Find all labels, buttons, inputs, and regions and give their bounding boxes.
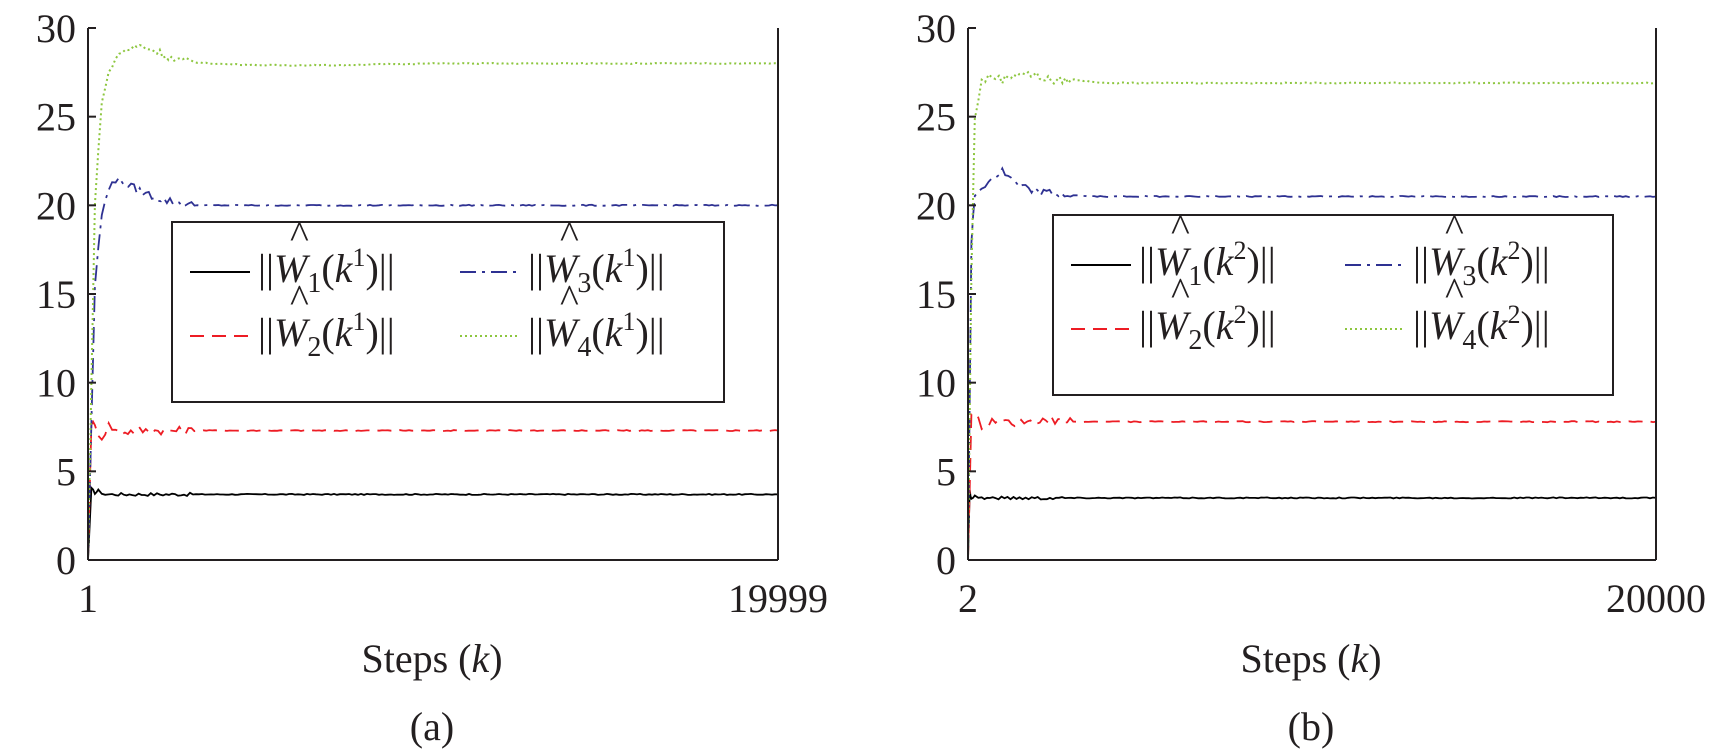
y-tick-label: 15 (36, 272, 76, 317)
panel-b-plot-area (967, 70, 1657, 561)
legend-label-w1: ||W1(k1)|| (258, 243, 395, 299)
panel-b-label: (b) (1288, 704, 1335, 749)
y-tick-label: 0 (56, 538, 76, 583)
y-tick-label: 20 (36, 183, 76, 228)
legend-hat-accent: ^ (560, 276, 579, 321)
legend-hat-accent: ^ (560, 212, 579, 257)
legend-hat-accent: ^ (290, 212, 309, 257)
y-tick-label: 0 (936, 538, 956, 583)
panel-a-legend: ||W1(k1)||^||W3(k1)||^||W2(k1)||^||W4(k1… (171, 212, 725, 403)
panel-a-x-axis-title: Steps (k) (361, 636, 502, 681)
legend-hat-accent: ^ (1445, 205, 1464, 250)
panel-a-axes: 0 5 10 15 20 25 30 1 19999 (36, 6, 828, 621)
y-tick-label: 30 (916, 6, 956, 51)
legend-hat-accent: ^ (1445, 269, 1464, 314)
legend-label-w2: ||W2(k1)|| (258, 307, 395, 363)
series-line-w1 (967, 489, 1657, 561)
panel-b-legend: ||W1(k2)||^||W3(k2)||^||W2(k2)||^||W4(k2… (1052, 205, 1614, 396)
legend-hat-accent: ^ (290, 276, 309, 321)
series-line-w4 (967, 70, 1657, 561)
x-tick-label: 19999 (728, 576, 828, 621)
y-tick-label: 10 (916, 361, 956, 406)
series-line-w2 (967, 412, 1657, 561)
panel-a-plot-area (87, 44, 779, 561)
panel-b-x-axis-title: Steps (k) (1240, 636, 1381, 681)
series-line-w3 (967, 166, 1657, 561)
legend-label-w4: ||W4(k1)|| (528, 307, 665, 363)
legend-label-w3: ||W3(k2)|| (1413, 236, 1550, 292)
y-tick-label: 10 (36, 361, 76, 406)
y-tick-label: 5 (56, 449, 76, 494)
y-tick-label: 25 (36, 95, 76, 140)
y-tick-label: 5 (936, 449, 956, 494)
series-line-w4 (87, 44, 779, 561)
legend-hat-accent: ^ (1171, 205, 1190, 250)
y-tick-label: 20 (916, 183, 956, 228)
panel-b-axes: 0 5 10 15 20 25 30 2 20000 (916, 6, 1706, 621)
x-tick-label: 1 (78, 576, 98, 621)
legend-hat-accent: ^ (1171, 269, 1190, 314)
legend-box (171, 221, 725, 403)
legend-label-w3: ||W3(k1)|| (528, 243, 665, 299)
panel-a-label: (a) (410, 704, 454, 749)
y-tick-label: 15 (916, 272, 956, 317)
legend-label-w2: ||W2(k2)|| (1139, 300, 1276, 356)
y-tick-label: 25 (916, 95, 956, 140)
legend-label-w4: ||W4(k2)|| (1413, 300, 1550, 356)
x-tick-label: 20000 (1606, 576, 1706, 621)
series-line-w3 (87, 175, 779, 561)
series-line-w1 (87, 485, 779, 561)
x-tick-label: 2 (958, 576, 978, 621)
y-tick-label: 30 (36, 6, 76, 51)
legend-box (1052, 214, 1614, 396)
series-line-w2 (87, 419, 779, 561)
legend-label-w1: ||W1(k2)|| (1139, 236, 1276, 292)
